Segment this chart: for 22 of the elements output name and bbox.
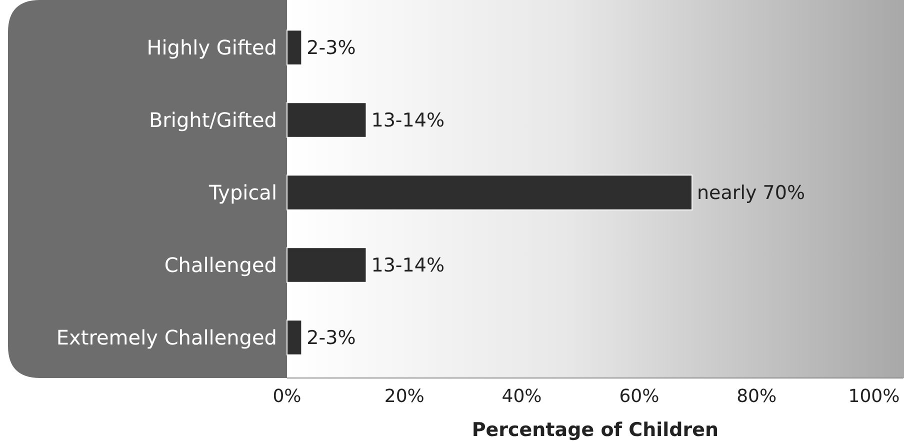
x-tick-label: 80% (736, 386, 777, 407)
data-label: 13-14% (371, 254, 445, 277)
data-label: 2-3% (306, 37, 356, 60)
x-tick-label: 0% (272, 386, 302, 407)
data-label: 2-3% (306, 327, 356, 350)
bar (286, 30, 302, 66)
bar (286, 174, 693, 210)
y-tick-label: Challenged (164, 252, 277, 277)
y-tick-label: Typical (208, 180, 277, 204)
data-label: nearly 70% (697, 182, 806, 204)
y-tick-label: Extremely Challenged (56, 325, 277, 350)
x-tick-label: 40% (502, 386, 542, 407)
x-axis-title: Percentage of Children (472, 419, 719, 441)
bar (286, 320, 302, 356)
x-tick-label: 20% (384, 386, 424, 407)
x-tick-label: 100% (848, 386, 900, 407)
bar (286, 247, 367, 283)
y-tick-label: Highly Gifted (146, 36, 277, 60)
data-label: 13-14% (371, 110, 445, 132)
y-tick-label: Bright/Gifted (148, 108, 277, 132)
bar (286, 102, 367, 138)
x-tick-label: 60% (619, 386, 660, 407)
